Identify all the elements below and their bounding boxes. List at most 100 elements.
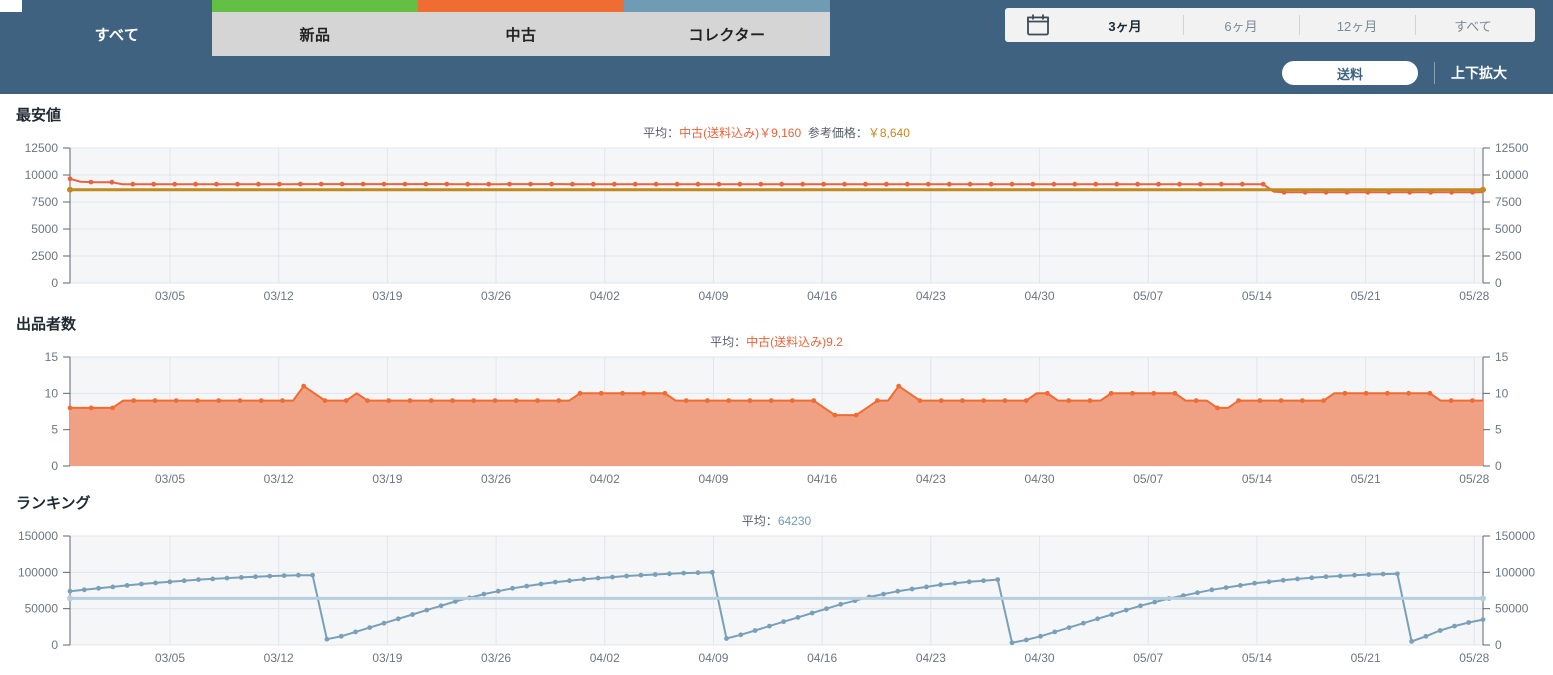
data-point: [1395, 571, 1400, 577]
data-point: [310, 572, 315, 578]
data-point: [214, 181, 219, 187]
data-point: [960, 398, 965, 403]
data-point: [131, 398, 137, 403]
page-title-seller-count: 出品者数: [16, 316, 77, 333]
range-option-3[interactable]: すべて: [1415, 8, 1531, 42]
data-point: [1009, 181, 1015, 187]
data-point: [507, 181, 512, 187]
x-tick-label: 04/16: [807, 472, 837, 486]
chart-svg: 03/05 03/12 03/19 03/26 04/02 04/09 04/16 04/23…: [18, 530, 1535, 665]
data-point: [1030, 181, 1036, 187]
data-point: [402, 181, 408, 187]
y-tick-label-right: 7500: [1495, 195, 1522, 209]
data-point: [726, 398, 732, 403]
data-point: [1198, 181, 1203, 187]
data-point: [395, 616, 401, 622]
y-tick-label-right: 150000: [1495, 530, 1535, 543]
chart-lowest-price[interactable]: 03/05 03/12 03/19 03/26 04/02 04/09 04/16 04/23…: [0, 142, 1553, 309]
y-tick-label-right: 0: [1495, 459, 1502, 473]
data-point: [1152, 599, 1158, 605]
data-point: [1209, 587, 1215, 593]
data-point: [450, 398, 455, 403]
x-tick-label: 05/14: [1242, 289, 1272, 303]
data-point: [152, 398, 158, 403]
chart-seller-count[interactable]: 03/05 03/12 03/19 03/26 04/02 04/09 04/16 04/23…: [0, 351, 1553, 492]
date-range-selector[interactable]: 3ヶ月 6ヶ月 12ヶ月 すべて: [1005, 8, 1535, 42]
data-point: [1087, 398, 1093, 403]
range-option-0[interactable]: 3ヶ月: [1108, 18, 1142, 34]
data-point: [925, 181, 931, 187]
data-point: [1437, 628, 1443, 633]
data-point: [821, 181, 826, 187]
data-point: [365, 398, 370, 403]
chart-ranking[interactable]: 03/05 03/12 03/19 03/26 04/02 04/09 04/16 04/23…: [0, 530, 1553, 671]
data-point: [767, 623, 772, 629]
data-point: [904, 181, 910, 187]
x-tick-label: 05/07: [1133, 651, 1163, 665]
data-point: [1321, 398, 1326, 403]
data-point: [896, 383, 902, 389]
data-point: [824, 606, 829, 612]
tab-3[interactable]: コレクター: [624, 12, 830, 56]
data-point: [216, 398, 222, 403]
data-point: [67, 176, 73, 182]
legend-ref-value: ￥8,640: [867, 126, 910, 140]
data-point: [779, 181, 785, 187]
x-tick-label: 05/07: [1133, 289, 1163, 303]
data-point: [1342, 390, 1348, 396]
app-header: すべて 新品 中古 コレクター 3ヶ月 6ヶ月 12ヶ月 すべて 送料 上下拡大: [0, 0, 1553, 94]
x-tick-label: 04/30: [1025, 472, 1055, 486]
tab-strip-1: [212, 0, 418, 12]
controls-divider: [1434, 62, 1435, 84]
x-tick-label: 04/02: [590, 651, 620, 665]
data-point: [424, 607, 430, 613]
data-point: [109, 179, 115, 185]
data-point: [1009, 640, 1015, 646]
data-point: [281, 573, 287, 578]
range-option-2[interactable]: 12ヶ月: [1299, 8, 1415, 42]
data-point: [1052, 629, 1058, 635]
shipping-toggle-button[interactable]: 送料: [1282, 61, 1418, 85]
tab-all[interactable]: すべて: [22, 12, 212, 56]
data-point: [1180, 593, 1186, 598]
data-point: [988, 181, 994, 187]
data-point: [353, 629, 358, 635]
tab-2[interactable]: 中古: [418, 12, 624, 56]
data-point: [1278, 398, 1284, 403]
y-tick-label-left: 10000: [25, 168, 59, 182]
data-point: [407, 398, 413, 403]
data-point: [1215, 405, 1220, 411]
data-point: [1295, 576, 1300, 582]
range-option-1[interactable]: 6ヶ月: [1183, 8, 1299, 42]
y-tick-label-right: 15: [1495, 351, 1509, 364]
x-tick-label: 03/26: [481, 289, 511, 303]
y-tick-label-left: 2500: [31, 249, 58, 263]
data-point: [481, 591, 487, 597]
data-point: [641, 390, 647, 396]
data-point: [884, 181, 889, 187]
data-point: [110, 405, 115, 411]
tab-1[interactable]: 新品: [212, 12, 418, 56]
data-point: [238, 575, 244, 580]
x-tick-label: 04/09: [698, 651, 728, 665]
data-point: [1452, 623, 1457, 629]
data-point: [620, 390, 625, 396]
data-point: [1172, 390, 1178, 396]
data-point: [67, 405, 73, 411]
y-tick-label-right: 0: [1495, 276, 1502, 290]
tabs-row: すべて 新品 中古 コレクター: [22, 12, 830, 56]
y-tick-label-right: 5000: [1495, 222, 1522, 236]
vertical-zoom-button[interactable]: 上下拡大: [1451, 65, 1507, 81]
data-point: [318, 181, 324, 187]
data-point: [1366, 572, 1372, 577]
data-point: [1309, 575, 1315, 581]
data-point: [256, 181, 261, 187]
data-point: [67, 588, 73, 594]
data-point: [322, 398, 328, 403]
y-tick-label-left: 7500: [31, 195, 58, 209]
data-point: [297, 181, 303, 187]
data-point: [709, 569, 715, 575]
data-point: [1257, 398, 1263, 403]
data-point: [253, 574, 258, 580]
